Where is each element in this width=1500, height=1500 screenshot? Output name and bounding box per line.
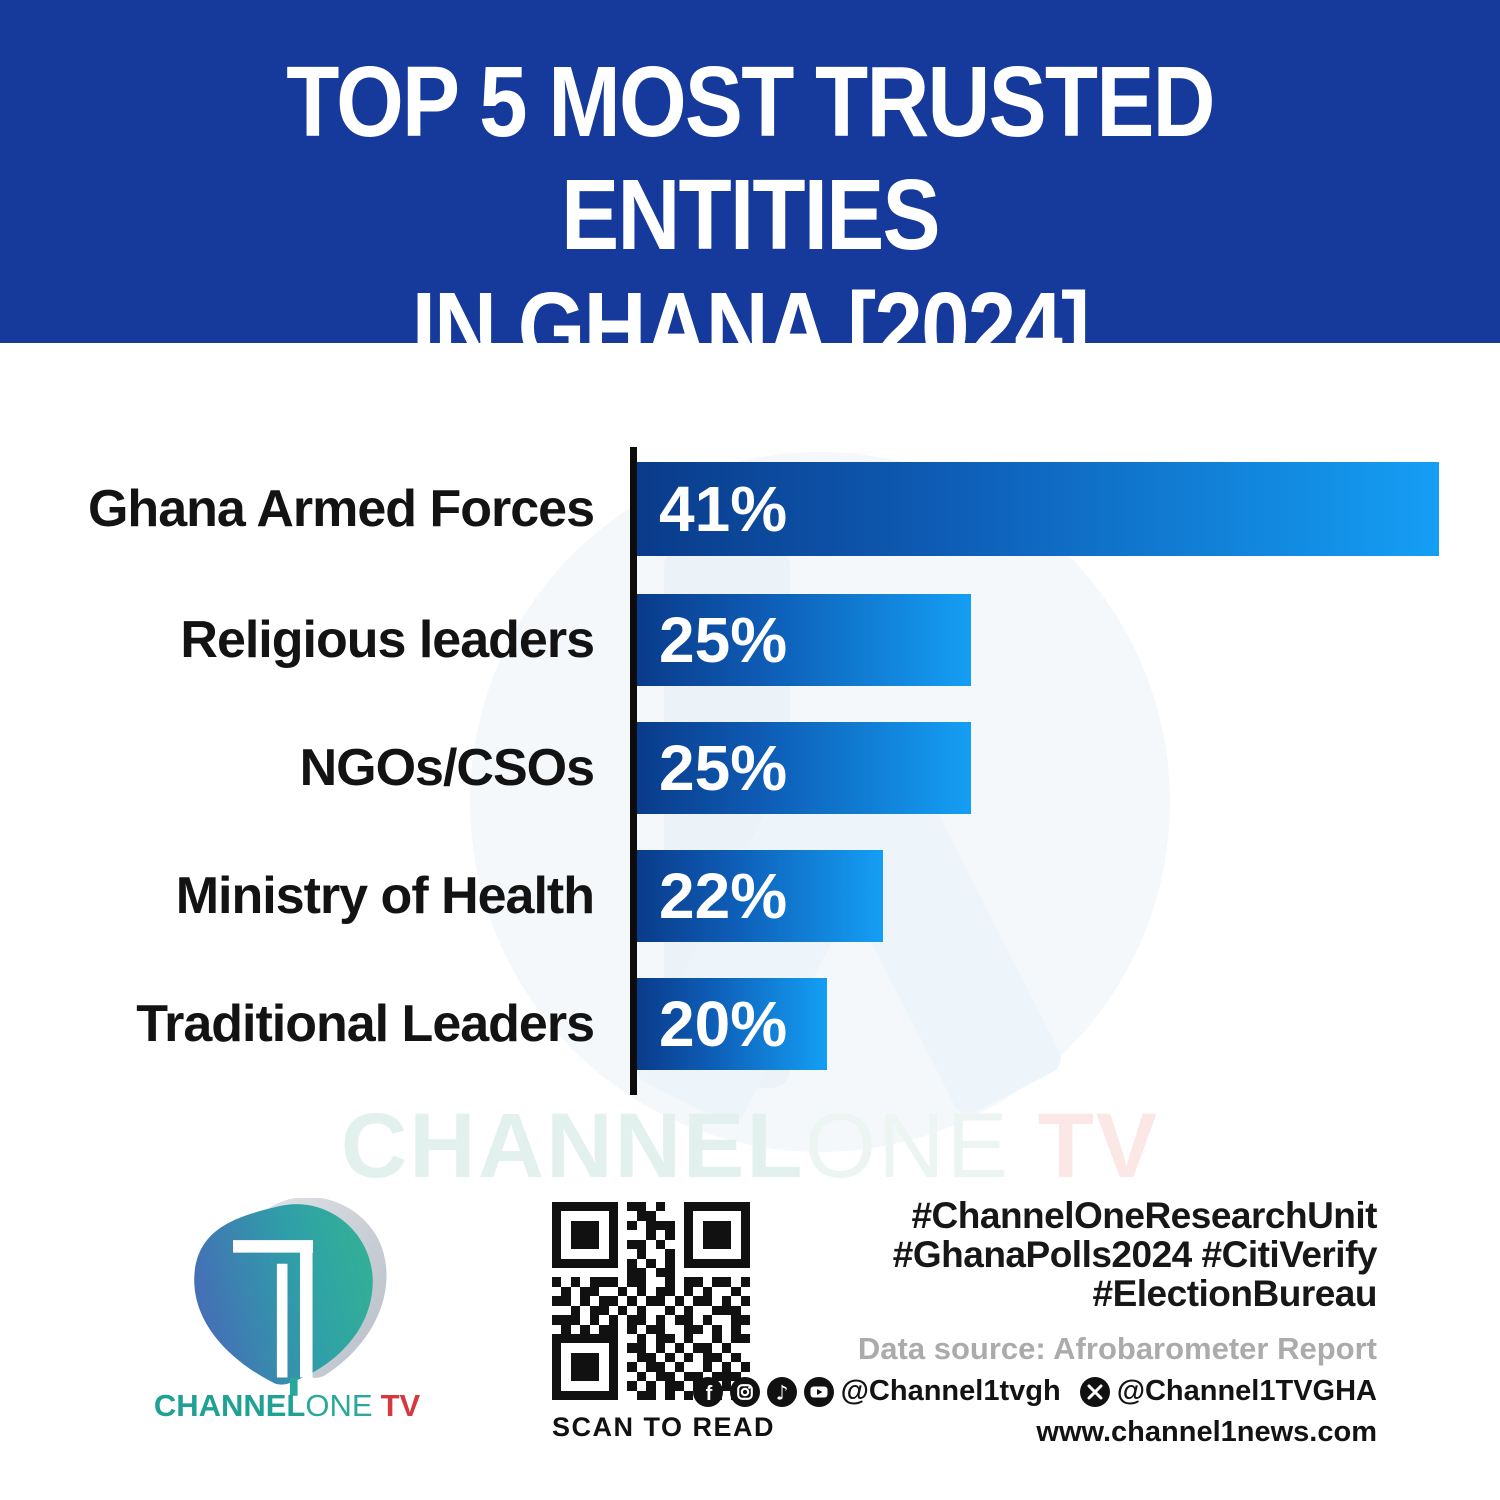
bar-label: Ministry of Health: [175, 867, 595, 925]
hashtag-block: #ChannelOneResearchUnit #GhanaPolls2024 …: [737, 1195, 1378, 1314]
watermark-one: ONE: [804, 1095, 1010, 1197]
page-title: TOP 5 MOST TRUSTED ENTITIES IN GHANA [20…: [98, 0, 1403, 385]
channel-one-logo: CHANNELONE TV: [152, 1198, 422, 1424]
qr-code: [552, 1202, 750, 1400]
qr-caption: SCAN TO READ: [552, 1412, 776, 1442]
handle-main: @Channel1tvgh: [840, 1375, 1061, 1407]
tiktok-icon: ♪: [766, 1376, 797, 1407]
watermark-channel: CHANNEL: [340, 1095, 805, 1197]
bar-value-label: 25%: [659, 604, 788, 676]
chart-row: Ghana Armed Forces 41%: [0, 462, 1500, 556]
svg-text:f: f: [705, 1383, 712, 1405]
bar-label: Traditional Leaders: [136, 995, 595, 1053]
wordmark-one: ONE: [305, 1388, 373, 1423]
bar-value-label: 22%: [659, 860, 788, 932]
social-row: f ♪ @Channel1tvgh @Channel1: [692, 1375, 1377, 1408]
bar: 20%: [637, 978, 827, 1070]
channel-one-1-logo-icon: [194, 1198, 387, 1396]
instagram-icon: [729, 1376, 760, 1407]
bar: 41%: [637, 462, 1439, 556]
wordmark-channel: CHANNEL: [153, 1388, 306, 1423]
website-url: www.channel1news.com: [1036, 1416, 1377, 1448]
chart-row: Traditional Leaders 20%: [0, 978, 1500, 1070]
watermark-wordmark: CHANNELONE TV: [0, 1094, 1500, 1199]
wordmark-tv: TV: [380, 1388, 421, 1423]
bar-label: Ghana Armed Forces: [87, 480, 595, 538]
bar-label: Religious leaders: [180, 611, 595, 669]
bar-value-label: 25%: [659, 732, 788, 804]
chart-row: Ministry of Health 22%: [0, 850, 1500, 942]
x-icon: [1079, 1376, 1110, 1407]
bar: 25%: [637, 722, 971, 814]
youtube-icon: [803, 1376, 834, 1407]
page-title-line2: IN GHANA [2024]: [411, 272, 1090, 384]
svg-text:♪: ♪: [775, 1380, 788, 1404]
footer-right-block: #ChannelOneResearchUnit #GhanaPolls2024 …: [692, 1195, 1378, 1449]
bar-value-label: 20%: [659, 988, 788, 1060]
trust-bar-chart: Ghana Armed Forces 41% Religious leaders…: [0, 462, 1500, 1106]
chart-row: Religious leaders 25%: [0, 594, 1500, 686]
bar: 25%: [637, 594, 971, 686]
data-source-label: Data source: Afrobarometer Report: [857, 1331, 1377, 1366]
handle-x: @Channel1TVGHA: [1116, 1375, 1377, 1407]
bar-value-label: 41%: [659, 473, 788, 545]
bar: 22%: [637, 850, 883, 942]
page-title-line1: TOP 5 MOST TRUSTED ENTITIES: [286, 46, 1215, 271]
hashtag-line-2: #GhanaPolls2024 #CitiVerify: [892, 1234, 1378, 1275]
axis-line: [630, 447, 637, 1095]
header-banner: TOP 5 MOST TRUSTED ENTITIES IN GHANA [20…: [0, 0, 1500, 384]
facebook-icon: f: [692, 1376, 723, 1407]
qr-block: SCAN TO READ: [552, 1202, 776, 1443]
hashtag-line-1: #ChannelOneResearchUnit: [911, 1195, 1377, 1236]
hashtag-line-3: #ElectionBureau: [1092, 1273, 1378, 1314]
chart-row: NGOs/CSOs 25%: [0, 722, 1500, 814]
watermark-tv: TV: [1037, 1095, 1160, 1197]
logo-wordmark: CHANNELONE TV: [152, 1388, 422, 1424]
bar-label: NGOs/CSOs: [299, 739, 595, 797]
